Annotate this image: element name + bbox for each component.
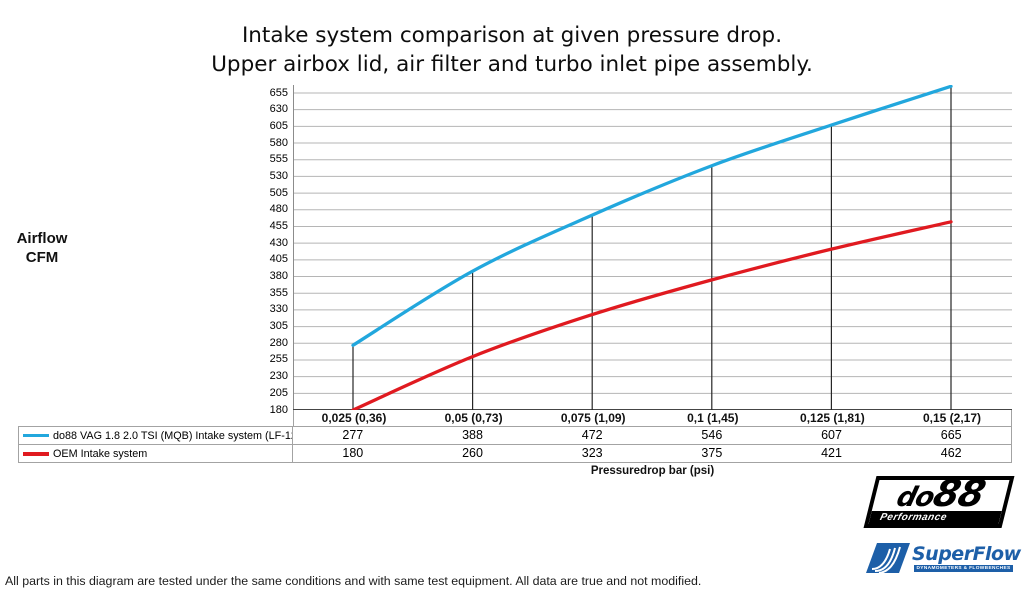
y-tick-label: 380 <box>269 270 288 283</box>
y-tick-label: 180 <box>269 403 288 416</box>
value-cell: 277 <box>342 428 364 442</box>
y-tick-label: 580 <box>269 136 288 149</box>
x-category-label: 0,1 (1,45) <box>687 411 739 425</box>
y-tick-label: 605 <box>269 119 288 132</box>
superflow-logo-name: SuperFlow <box>912 543 1021 565</box>
y-tick-label: 205 <box>269 386 288 399</box>
legend-value-table: do88 VAG 1.8 2.0 TSI (MQB) Intake system… <box>18 426 1012 463</box>
x-axis-title: Pressuredrop bar (psi) <box>590 465 715 477</box>
y-tick-label: 530 <box>269 169 288 182</box>
value-cell: 472 <box>581 428 603 442</box>
value-cell: 260 <box>462 446 483 460</box>
y-axis-title: Airflow CFM <box>6 229 78 267</box>
table-row: do88 VAG 1.8 2.0 TSI (MQB) Intake system… <box>19 427 1011 444</box>
superflow-logo-tagline-bar: DYNAMOMETERS & FLOWBENCHES <box>914 565 1013 572</box>
series-name: do88 VAG 1.8 2.0 TSI (MQB) Intake system… <box>53 429 293 442</box>
series-name: OEM Intake system <box>53 447 148 460</box>
x-category-label: 0,05 (0,73) <box>444 411 503 425</box>
y-tick-label: 280 <box>269 336 288 349</box>
y-tick-label: 455 <box>269 219 288 232</box>
x-category-label: 0,025 (0,36) <box>321 411 387 425</box>
do88-logo-box: do88 Performance <box>863 476 1015 528</box>
category-drop-lines <box>352 86 952 410</box>
y-tick-label: 255 <box>269 353 288 366</box>
series-line-oem <box>351 220 953 410</box>
value-cell: 323 <box>581 446 603 460</box>
y-tick-label: 555 <box>269 153 288 166</box>
y-tick-label: 230 <box>269 370 288 383</box>
y-tick-label: 505 <box>269 186 288 199</box>
do88-logo: do88 Performance <box>863 476 1015 528</box>
y-tick-label: 630 <box>269 103 288 116</box>
legend-cell: do88 VAG 1.8 2.0 TSI (MQB) Intake system… <box>19 427 293 444</box>
do88-logo-text-big: 88 <box>928 476 990 515</box>
value-cell: 607 <box>821 428 842 442</box>
x-category-label: 0,15 (2,17) <box>922 411 982 425</box>
y-tick-label: 405 <box>269 253 288 266</box>
y-axis-title-line2: CFM <box>25 249 59 266</box>
y-tick-label: 480 <box>269 203 288 216</box>
superflow-mark-icon <box>866 543 910 573</box>
gridlines <box>293 92 1012 410</box>
series-swatch <box>23 434 49 437</box>
y-tick-label: 430 <box>269 236 288 249</box>
y-tick-label: 355 <box>269 286 288 299</box>
series-line-do88 <box>351 85 953 347</box>
value-cell: 546 <box>701 428 723 442</box>
superflow-logo-tagline: DYNAMOMETERS & FLOWBENCHES <box>916 565 1011 571</box>
footer-disclaimer: All parts in this diagram are tested und… <box>5 574 702 588</box>
chart-title: Intake system comparison at given pressu… <box>0 21 1024 79</box>
chart-title-line2: Upper airbox lid, air filter and turbo i… <box>211 52 813 77</box>
do88-logo-tagline: Performance <box>868 511 1002 524</box>
value-cell: 375 <box>701 446 723 460</box>
value-cell: 665 <box>940 428 962 442</box>
plot-area <box>293 85 1012 410</box>
chart-title-line1: Intake system comparison at given pressu… <box>241 23 783 48</box>
superflow-logo: SuperFlow DYNAMOMETERS & FLOWBENCHES <box>866 543 1021 575</box>
x-axis-tick-labels: 0,025 (0,36) 0,05 (0,73) 0,075 (1,09) 0,1 (… <box>293 410 1012 426</box>
y-tick-label: 305 <box>269 320 288 333</box>
y-tick-label: 330 <box>269 303 288 316</box>
value-cell: 388 <box>462 428 483 442</box>
y-tick-label: 655 <box>269 86 288 99</box>
y-axis-title-line1: Airflow <box>16 230 68 247</box>
x-category-label: 0,125 (1,81) <box>800 411 865 425</box>
y-axis-tick-labels: 180 205 230 255 280 305 330 355 380 405 430 455 480 5… <box>240 85 288 416</box>
x-category-label: 0,075 (1,09) <box>560 411 626 425</box>
legend-cell: OEM Intake system <box>19 445 293 462</box>
table-row: OEM Intake system 180 260 323 375 421 462 <box>19 444 1011 462</box>
value-cell: 180 <box>342 446 364 460</box>
series-swatch <box>23 451 49 456</box>
value-cell: 462 <box>940 446 962 460</box>
value-cell: 421 <box>821 446 842 460</box>
